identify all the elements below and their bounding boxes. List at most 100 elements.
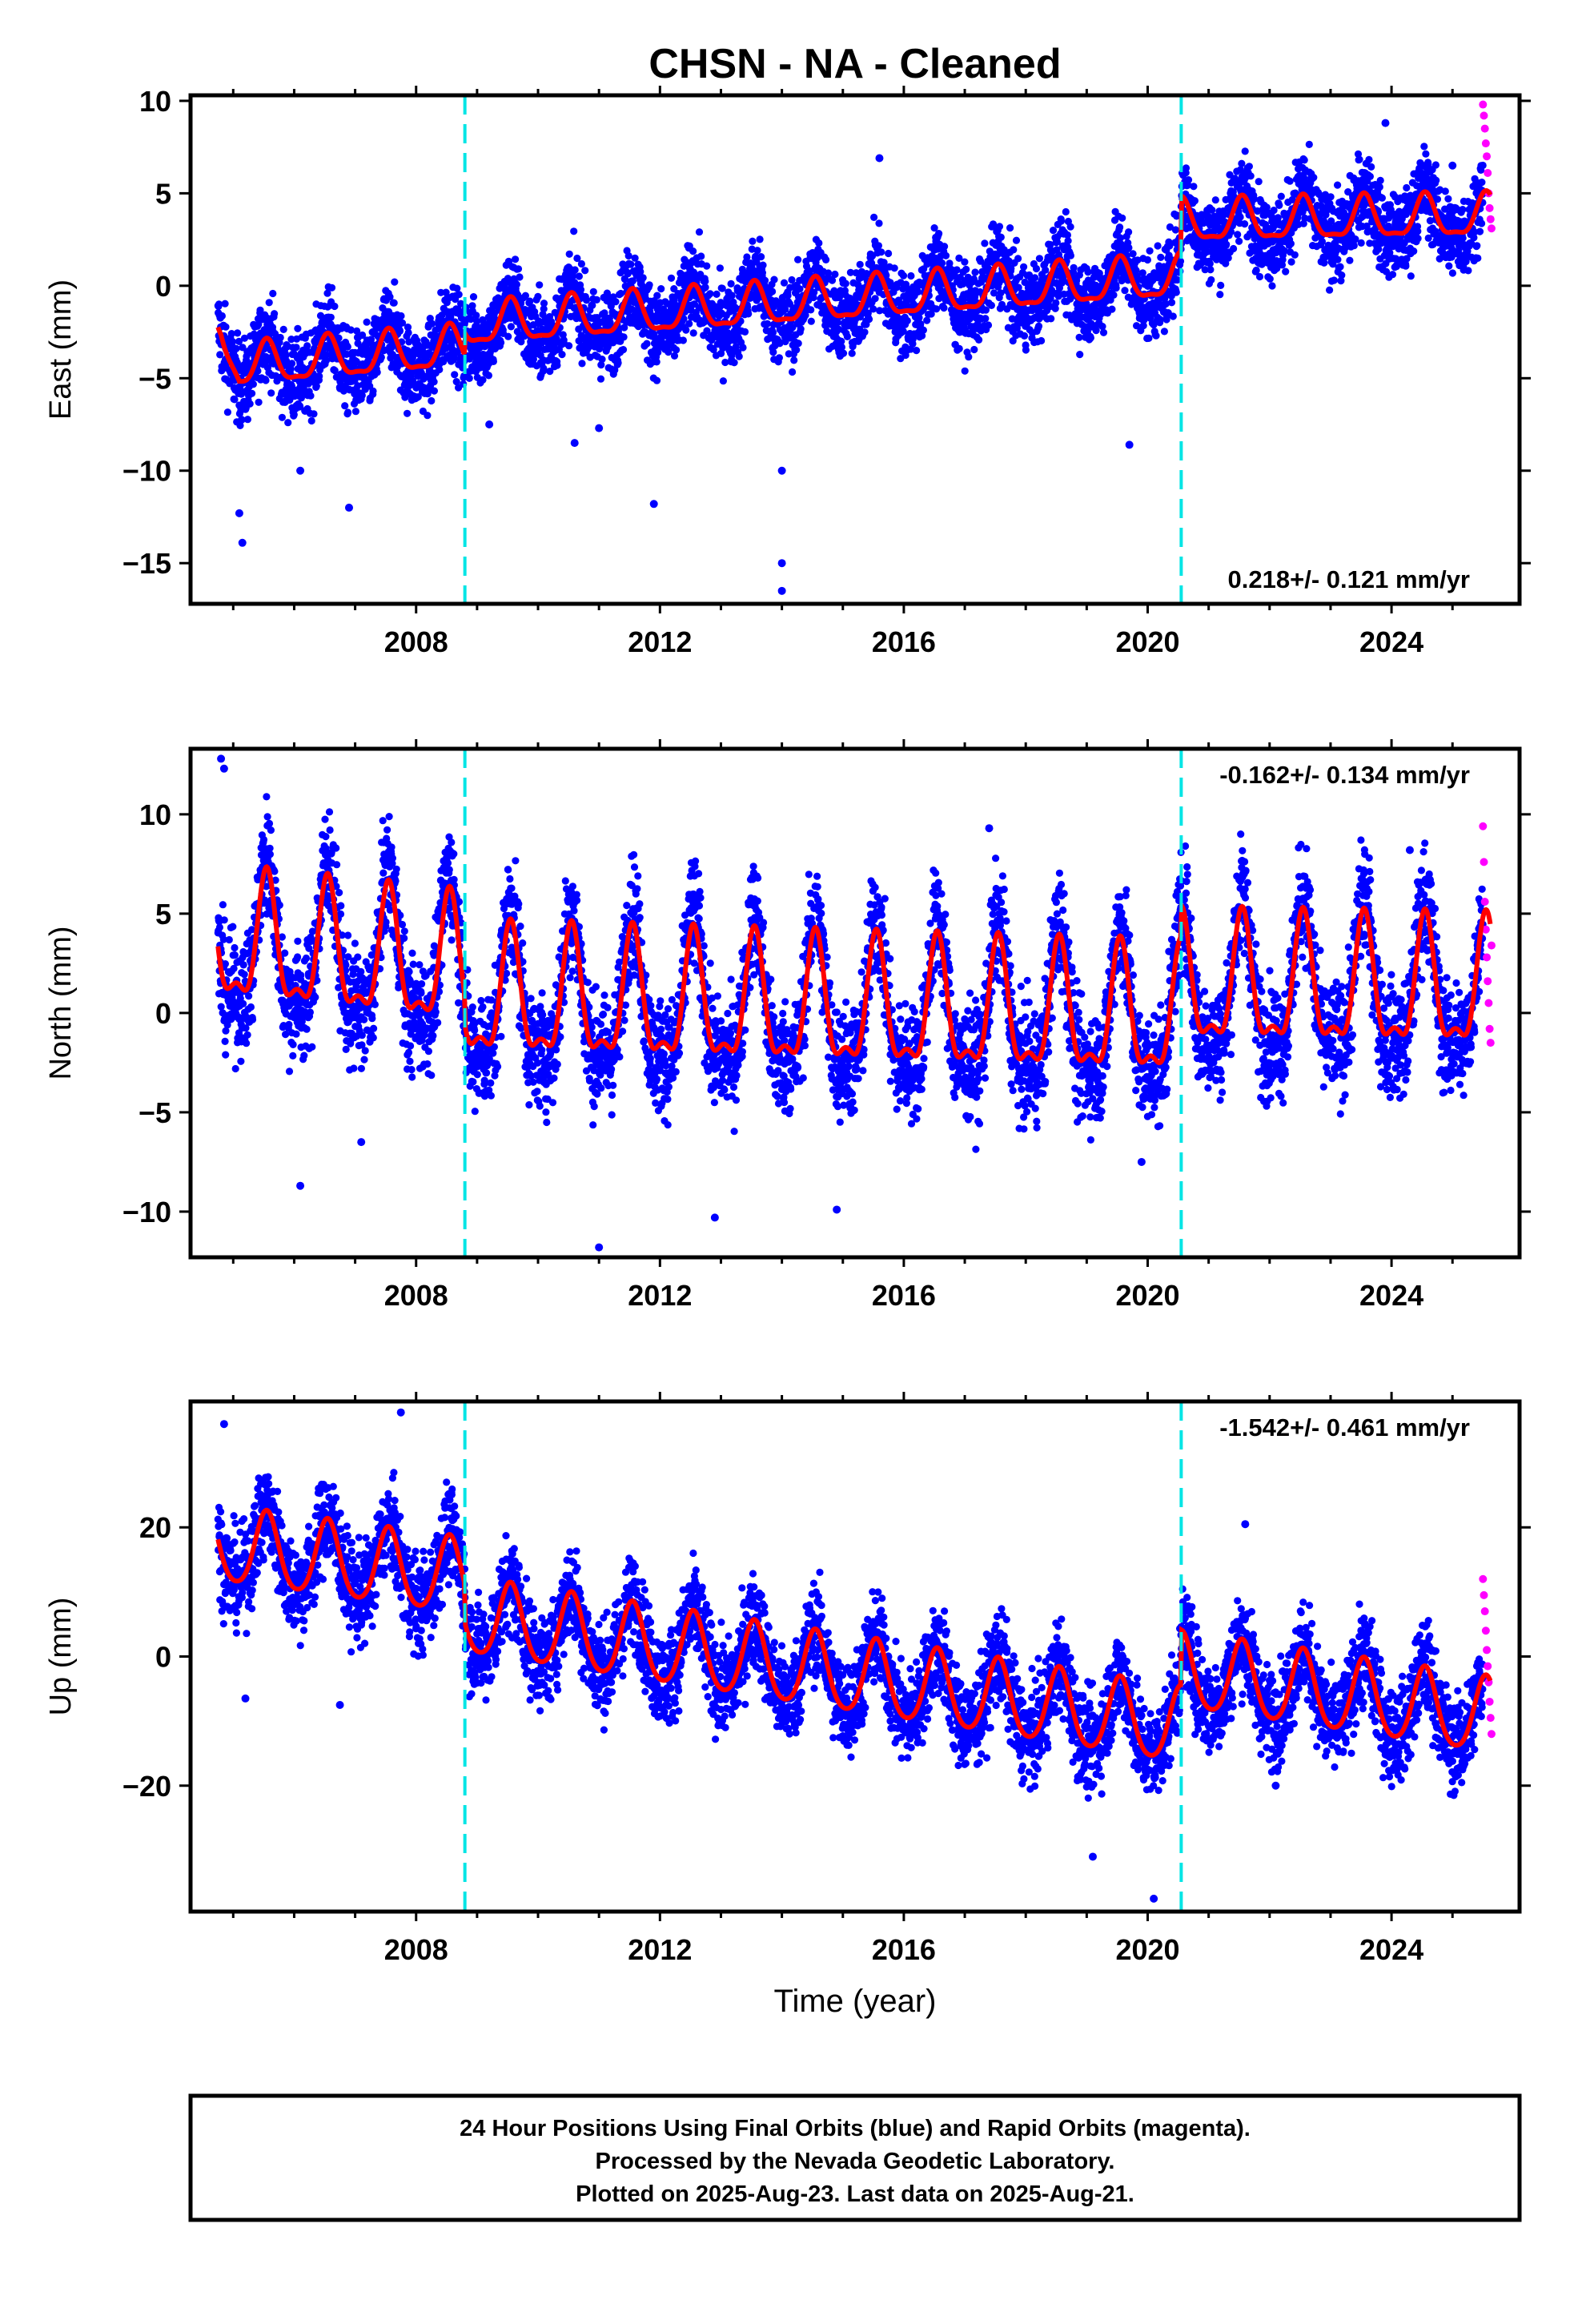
data-point xyxy=(404,328,412,337)
data-point xyxy=(1365,155,1373,163)
data-point xyxy=(1407,272,1415,280)
data-point xyxy=(807,317,815,325)
data-point xyxy=(271,310,279,318)
data-point xyxy=(248,389,256,397)
data-point xyxy=(578,360,586,368)
data-point xyxy=(1047,315,1055,323)
data-point xyxy=(1169,312,1177,320)
data-point xyxy=(596,375,605,383)
data-point xyxy=(1375,183,1383,191)
data-point xyxy=(1334,255,1342,263)
data-point xyxy=(913,347,921,355)
data-point xyxy=(267,389,275,397)
data-point xyxy=(262,376,270,384)
data-point xyxy=(1291,251,1299,259)
data-point xyxy=(941,243,949,251)
data-point xyxy=(255,320,263,328)
data-point xyxy=(312,382,320,390)
data-point xyxy=(961,258,969,266)
data-point xyxy=(516,273,524,281)
data-point xyxy=(1422,150,1430,158)
data-point xyxy=(497,339,505,347)
data-point xyxy=(1143,255,1151,264)
data-point xyxy=(807,306,815,314)
data-point xyxy=(331,367,339,375)
data-point xyxy=(536,281,544,289)
data-point xyxy=(1357,239,1365,247)
data-point xyxy=(1146,247,1154,255)
data-point xyxy=(254,367,262,375)
data-point xyxy=(997,233,1005,241)
data-point xyxy=(1006,224,1014,232)
data-point xyxy=(793,346,801,354)
data-point xyxy=(484,372,493,380)
data-point xyxy=(940,304,948,312)
data-point xyxy=(1378,194,1386,202)
data-point xyxy=(396,327,404,335)
data-point xyxy=(343,343,351,351)
data-point xyxy=(287,336,295,344)
data-point xyxy=(749,237,757,245)
data-point xyxy=(465,374,473,382)
data-point xyxy=(875,219,883,227)
data-point xyxy=(1129,250,1137,258)
data-point xyxy=(1255,272,1264,281)
data-point xyxy=(1277,192,1285,200)
data-point xyxy=(843,332,851,340)
data-point xyxy=(1403,183,1411,192)
data-point xyxy=(1172,288,1180,296)
data-point xyxy=(1066,251,1074,259)
data-point xyxy=(577,259,586,268)
data-point xyxy=(1154,242,1162,250)
data-point xyxy=(1182,164,1191,172)
data-point xyxy=(592,296,600,304)
data-point xyxy=(1062,207,1070,216)
data-point xyxy=(789,368,797,376)
data-point xyxy=(1070,263,1078,271)
data-point xyxy=(775,354,784,362)
data-point xyxy=(871,295,879,303)
data-point xyxy=(899,271,908,279)
data-point xyxy=(451,371,459,379)
data-point xyxy=(284,419,292,427)
data-point xyxy=(657,285,665,293)
data-point xyxy=(706,290,714,298)
data-point xyxy=(761,276,769,284)
data-point xyxy=(1207,266,1215,274)
data-point xyxy=(1049,227,1058,235)
data-point xyxy=(797,325,805,333)
data-point xyxy=(1125,228,1133,236)
data-point xyxy=(240,334,249,342)
data-point xyxy=(1420,143,1428,151)
data-point xyxy=(231,396,239,404)
data-point xyxy=(373,368,381,376)
data-point xyxy=(269,289,277,298)
data-point xyxy=(265,299,273,307)
data-point xyxy=(1350,242,1358,250)
data-point xyxy=(695,228,704,236)
data-point xyxy=(216,351,224,359)
data-point xyxy=(796,285,804,293)
data-point xyxy=(1366,172,1374,180)
data-point xyxy=(645,281,653,289)
data-point xyxy=(769,287,777,296)
data-point xyxy=(323,351,331,359)
data-point xyxy=(673,346,681,354)
data-point xyxy=(1152,332,1160,340)
data-point xyxy=(1086,334,1094,342)
figure-title: CHSN - NA - Cleaned xyxy=(648,41,1061,87)
data-point xyxy=(612,298,620,306)
data-point xyxy=(1052,299,1060,307)
data-point xyxy=(218,312,226,320)
data-point xyxy=(769,348,777,356)
data-point xyxy=(430,387,439,395)
data-point xyxy=(327,313,335,321)
data-point xyxy=(1414,235,1422,243)
data-point xyxy=(1305,140,1313,148)
data-point xyxy=(965,353,973,361)
data-point xyxy=(1268,282,1276,290)
data-point xyxy=(758,269,767,277)
data-point xyxy=(1010,246,1018,254)
data-point xyxy=(981,239,989,247)
data-point xyxy=(730,359,738,367)
